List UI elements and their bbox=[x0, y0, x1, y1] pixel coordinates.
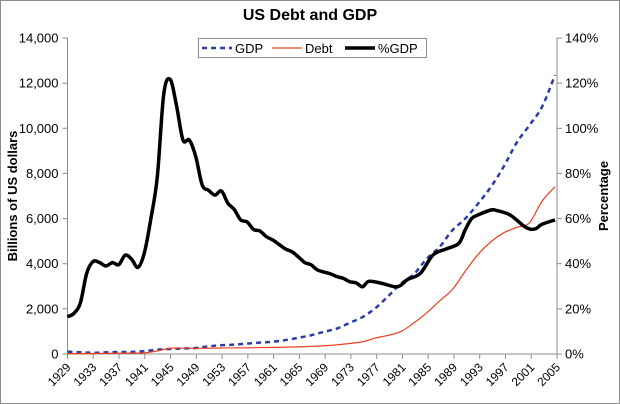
legend-label: Debt bbox=[305, 41, 333, 56]
series-line-gdp bbox=[67, 74, 557, 354]
legend-box bbox=[198, 38, 427, 58]
y-tick-label: 0 bbox=[51, 347, 58, 362]
y-tick-label: 8,000 bbox=[26, 166, 59, 181]
y2-tick-label: 80% bbox=[565, 166, 591, 181]
y2-tick-label: 40% bbox=[565, 256, 591, 271]
series-line-debt bbox=[67, 186, 556, 355]
y-tick-label: 4,000 bbox=[26, 256, 59, 271]
y2-tick-label: 140% bbox=[565, 31, 599, 46]
y2-tick-label: 0% bbox=[565, 347, 584, 362]
y-tick-label: 14,000 bbox=[19, 31, 59, 46]
y-tick-label: 2,000 bbox=[26, 301, 59, 316]
y-axis-label: Billions of US dollars bbox=[5, 131, 20, 262]
y2-axis-label: Percentage bbox=[596, 161, 611, 231]
y2-tick-label: 100% bbox=[565, 121, 599, 136]
y2-tick-label: 20% bbox=[565, 301, 591, 316]
y2-tick-label: 60% bbox=[565, 211, 591, 226]
series-line-pct-gdp bbox=[66, 76, 556, 319]
legend-label: GDP bbox=[235, 41, 263, 56]
y-tick-label: 10,000 bbox=[19, 121, 59, 136]
chart-title: US Debt and GDP bbox=[243, 7, 378, 24]
y-tick-label: 12,000 bbox=[19, 76, 59, 91]
legend-label: %GDP bbox=[378, 41, 418, 56]
y-tick-label: 6,000 bbox=[26, 211, 59, 226]
y2-tick-label: 120% bbox=[565, 76, 599, 91]
